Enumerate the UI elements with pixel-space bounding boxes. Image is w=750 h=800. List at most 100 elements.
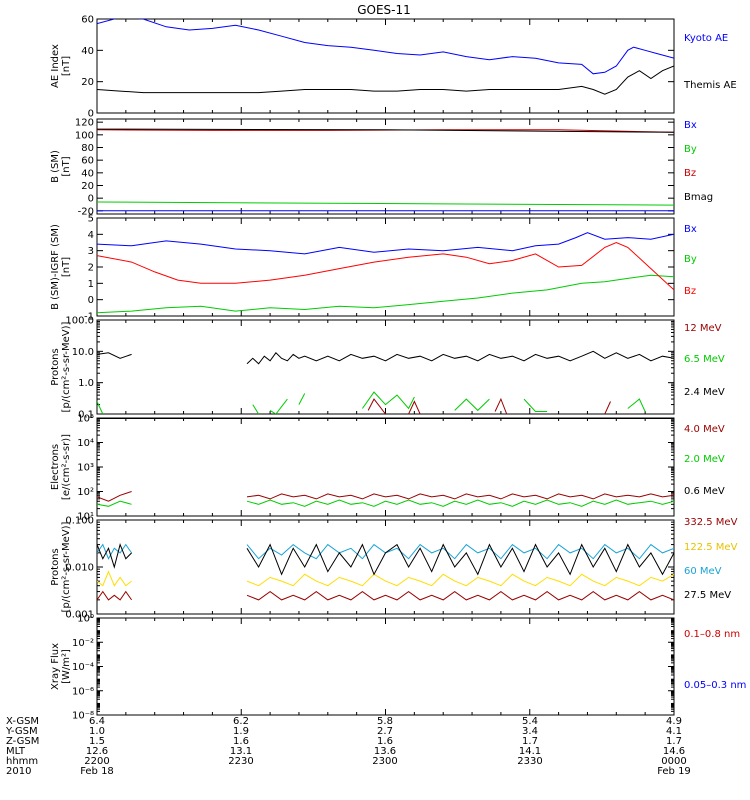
series-group (97, 350, 674, 414)
series-line-12-mev (604, 401, 611, 414)
y-tick-label: 10³ (77, 463, 94, 474)
series-line-bx (97, 232, 674, 255)
y-tick-label: 0 (88, 109, 94, 120)
panel-7: 10⁻⁸ 10⁻⁶ 10⁻⁴ 10⁻² 10⁰ Xray Flux[W/m²] 0.1–0.… (50, 614, 746, 722)
footer-row-value: 1.6 (233, 736, 249, 747)
series-line-12-mev (367, 398, 386, 414)
footer-row-value: 6.2 (233, 716, 249, 727)
y-tick-label: 5 (88, 214, 94, 225)
y-axis-label: Electrons[e/(cm²-s-sr)] (50, 434, 72, 500)
footer-row-value: 13.6 (374, 746, 396, 757)
series-line-2-0-mev (97, 500, 132, 507)
footer-row-label: hhmm (6, 756, 38, 767)
y-axis-label: AE Index[nT] (50, 44, 72, 88)
legend-4-0-mev: 4.0 MeV (684, 424, 725, 435)
footer-row-label: Z-GSM (6, 736, 39, 747)
series-line-6-5-mev (298, 393, 306, 405)
y-axis-label: Protons[p/(cm²-s-sr-MeV)] (50, 321, 72, 412)
panel-4: 0.1 1.0 10.0 100.0Protons[p/(cm²-s-sr-MeV)]… (50, 316, 725, 421)
legend-bx: Bx (684, 120, 697, 131)
footer-end-date: Feb 19 (657, 766, 691, 777)
y-tick-label: 10⁻⁴ (72, 662, 94, 673)
footer-row-value: 1.0 (89, 726, 105, 737)
legend-0-05-0-3-nm: 0.05–0.3 nm (684, 680, 746, 691)
footer-row-value: 2200 (84, 756, 109, 767)
footer-row-value: 4.1 (666, 726, 682, 737)
series-group (97, 232, 674, 314)
legend-by: By (684, 144, 697, 155)
y-tick-label: 10⁻² (72, 638, 94, 649)
panel-1: 0 20 40 60 AE Index[nT] Kyoto AE Themis AE (50, 15, 737, 120)
series-line-by (97, 274, 674, 314)
y-tick-label: 10⁴ (77, 438, 94, 449)
y-tick-label: 100.0 (65, 316, 94, 327)
y-tick-label: 0.001 (65, 610, 94, 621)
y-tick-label: 40 (81, 46, 94, 57)
footer-row-label: Y-GSM (5, 726, 38, 737)
y-axis-label: Xray Flux[W/m²] (50, 643, 72, 690)
y-tick-label: 20 (81, 77, 94, 88)
panel-3: -1 0 1 2 3 4 5 B (SM)-IGRF (SM)[nT] Bx By Bz (50, 214, 697, 323)
legend-60-mev: 60 MeV (684, 566, 722, 577)
y-tick-label: 0.100 (65, 516, 94, 527)
y-tick-label: 0.010 (65, 563, 94, 574)
y-tick-label: 40 (81, 168, 94, 179)
y-tick-label: 3 (88, 246, 94, 257)
plot-title: GOES-11 (357, 3, 411, 17)
footer-row-value: 4.9 (666, 716, 682, 727)
y-tick-label: 20 (81, 181, 94, 192)
series-line-332-5-mev (246, 590, 674, 601)
series-group (97, 543, 674, 601)
series-line-6-5-mev (97, 401, 104, 414)
y-axis-label: B (SM)-IGRF (SM)[nT] (50, 224, 72, 310)
legend-2-0-mev: 2.0 MeV (684, 454, 725, 465)
panel-6: 0.001 0.010 0.100Protons[p/(cm²-s-sr-MeV)]… (50, 516, 738, 621)
panel-5: 10¹ 10² 10³ 10⁴ 10⁵ Electrons[e/(cm²-s-sr)] 4.… (50, 414, 725, 523)
series-line-2-4-mev (246, 350, 674, 365)
series-line-27-5-mev (97, 543, 132, 569)
footer-row-value: 1.6 (377, 736, 393, 747)
series-line-12-mev (408, 400, 421, 414)
series-line-4-0-mev (246, 493, 674, 500)
y-tick-label: 120 (75, 118, 94, 129)
footer-row-value: 14.6 (663, 746, 685, 757)
panel-frame (96, 519, 675, 615)
y-tick-label: -1 (84, 312, 94, 323)
y-tick-label: 0.1 (78, 410, 94, 421)
series-line-122-5-mev (97, 570, 132, 587)
y-tick-label: 10⁻⁸ (72, 711, 94, 722)
footer-row-value: 1.5 (89, 736, 105, 747)
footer-row-value: 1.7 (522, 736, 538, 747)
footer-row-value: 2300 (372, 756, 397, 767)
series-line-bz (97, 241, 674, 291)
legend-bz: Bz (684, 168, 696, 179)
y-tick-label: 1.0 (78, 378, 94, 389)
y-tick-label: 0 (88, 194, 94, 205)
series-group (97, 128, 674, 212)
series-line-6-5-mev (252, 404, 260, 414)
y-tick-label: 80 (81, 143, 94, 154)
series-line-60-mev (97, 543, 133, 560)
series-line-12-mev (494, 397, 508, 414)
footer-row-value: 12.6 (86, 746, 108, 757)
legend-bz: Bz (684, 286, 696, 297)
footer-row-value: 14.1 (519, 746, 541, 757)
footer-row-value: 13.1 (230, 746, 252, 757)
y-tick-label: 10.0 (72, 347, 94, 358)
y-tick-label: 1 (88, 279, 94, 290)
y-axis-label: B (SM)[nT] (50, 150, 72, 183)
series-line-bmag (97, 128, 674, 133)
legend-kyoto-ae: Kyoto AE (684, 33, 728, 44)
legend-2-4-mev: 2.4 MeV (684, 387, 725, 398)
y-tick-label: 10⁵ (77, 414, 94, 425)
panel-frame (96, 617, 675, 716)
series-line-60-mev (246, 543, 674, 560)
series-line-6-5-mev (627, 398, 646, 412)
legend-0-1-0-8-nm: 0.1–0.8 nm (684, 629, 740, 640)
series-line-themis-ae (97, 65, 674, 95)
legend-27-5-mev: 27.5 MeV (684, 590, 731, 601)
y-tick-label: 10⁰ (77, 614, 94, 625)
series-line-4-0-mev (97, 491, 132, 502)
panel-frame (96, 18, 675, 114)
